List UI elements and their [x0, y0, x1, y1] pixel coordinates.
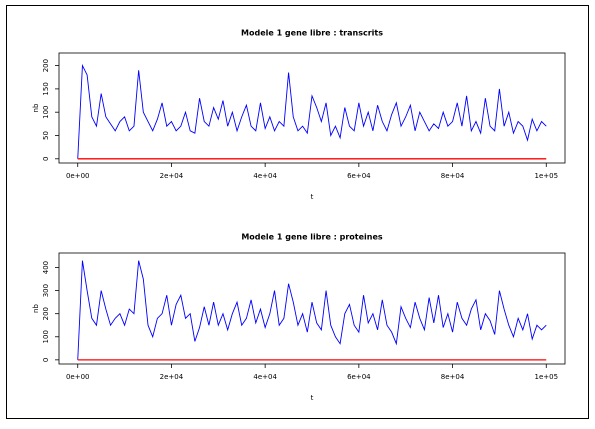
y-axis-label: nb [32, 103, 40, 112]
x-tick-label: 2e+04 [160, 373, 184, 381]
x-tick-label: 0e+00 [66, 373, 90, 381]
y-tick-label: 150 [42, 82, 50, 95]
y-axis-label: nb [32, 304, 40, 313]
x-tick-label: 6e+04 [347, 172, 371, 180]
x-tick-label: 1e+05 [534, 373, 558, 381]
chart-title: Modele 1 gene libre : transcrits [241, 29, 383, 38]
y-tick-label: 100 [42, 330, 50, 343]
chart-title: Modele 1 gene libre : proteines [241, 233, 383, 242]
x-tick-label: 1e+05 [534, 172, 558, 180]
plot-box [58, 252, 566, 365]
series-line [77, 63, 547, 159]
x-tick-label: 6e+04 [347, 373, 371, 381]
x-tick-label: 8e+04 [441, 373, 465, 381]
x-tick-label: 4e+04 [253, 172, 277, 180]
y-tick-label: 0 [42, 358, 50, 362]
series-line [77, 260, 547, 360]
y-tick-label: 50 [42, 131, 50, 140]
y-tick-label: 100 [42, 106, 50, 119]
y-tick-label: 200 [42, 59, 50, 72]
y-tick-label: 0 [42, 157, 50, 161]
y-tick-label: 300 [42, 284, 50, 297]
x-tick-label: 0e+00 [66, 172, 90, 180]
x-tick-label: 2e+04 [160, 172, 184, 180]
x-axis-label: t [311, 193, 314, 201]
plot-box [58, 52, 566, 164]
y-tick-label: 200 [42, 307, 50, 320]
x-tick-label: 8e+04 [441, 172, 465, 180]
x-axis-label: t [311, 394, 314, 402]
frame [6, 5, 589, 419]
x-tick-label: 4e+04 [253, 373, 277, 381]
y-tick-label: 400 [42, 261, 50, 274]
